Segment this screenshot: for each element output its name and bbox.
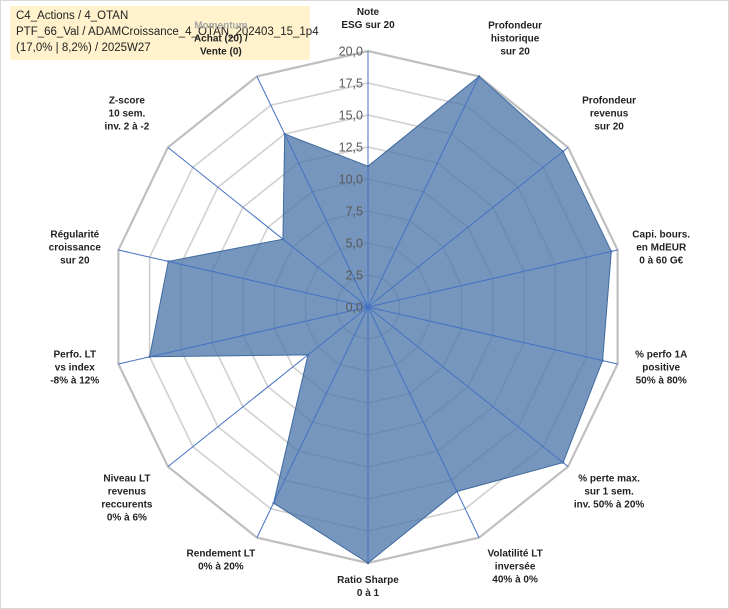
category-label-line: 0% à 20% bbox=[198, 561, 244, 572]
axis-spoke bbox=[367, 306, 569, 467]
category-label-line: Régularité bbox=[50, 229, 99, 240]
category-label-line: Profondeur bbox=[488, 21, 542, 32]
axis-spoke bbox=[118, 306, 369, 365]
tick-label: 10,0 bbox=[339, 173, 363, 187]
title-line-2: PTF_66_Val / ADAMCroissance_4_OTAN_20240… bbox=[16, 26, 319, 38]
tick-label: 12,5 bbox=[339, 141, 363, 155]
category-label-line: historique bbox=[491, 34, 540, 45]
category-label-line: 0% à 6% bbox=[107, 512, 147, 523]
category-label: % perte max. sur 1 sem. inv. 50% à 20% bbox=[574, 473, 645, 510]
category-label-line: -8% à 12% bbox=[50, 376, 99, 387]
axis-spoke bbox=[367, 306, 480, 538]
category-label: Ratio Sharpe 0 à 1 bbox=[337, 575, 399, 599]
tick-label: 7,5 bbox=[346, 205, 363, 219]
axis-spoke bbox=[118, 249, 369, 308]
chart-title-box: C4_Actions / 4_OTAN PTF_66_Val / ADAMCro… bbox=[10, 6, 319, 60]
spoke-layer bbox=[118, 51, 618, 563]
category-label-line: Ratio Sharpe bbox=[337, 575, 399, 586]
tick-label: 17,5 bbox=[339, 77, 363, 91]
category-label: Régularité croissance sur 20 bbox=[49, 229, 102, 266]
category-label: Volatilité LT inversée 40% à 0% bbox=[488, 548, 543, 585]
category-label-line: 0 à 60 G€ bbox=[639, 255, 683, 266]
axis-spoke bbox=[367, 249, 618, 308]
category-label-line: Note bbox=[357, 7, 380, 18]
category-label-line: Perfo. LT bbox=[54, 350, 97, 361]
category-label-line: 50% à 80% bbox=[636, 376, 687, 387]
category-label-line: 40% à 0% bbox=[492, 574, 538, 585]
category-label-line: Capi. bours. bbox=[632, 229, 690, 240]
category-label-line: Rendement LT bbox=[187, 548, 256, 559]
category-label: Rendement LT 0% à 20% bbox=[187, 548, 256, 572]
category-label-line: reccurents bbox=[101, 499, 153, 510]
axis-spoke bbox=[367, 76, 480, 308]
category-label: Perfo. LT vs index -8% à 12% bbox=[50, 350, 99, 387]
category-label-line: sur 20 bbox=[60, 255, 90, 266]
category-label: Profondeur revenus sur 20 bbox=[582, 96, 636, 133]
category-label-line: inversée bbox=[495, 561, 536, 572]
category-label: Capi. bours. en MdEUR 0 à 60 G€ bbox=[632, 229, 690, 266]
category-label-line: en MdEUR bbox=[636, 242, 687, 253]
axis-spoke bbox=[256, 76, 369, 308]
category-label-line: Achat (20) / bbox=[194, 34, 248, 45]
category-label-line: revenus bbox=[590, 109, 629, 120]
tick-label: 5,0 bbox=[346, 237, 363, 251]
category-header: Momentum bbox=[194, 21, 247, 32]
category-label: Z-score 10 sem. inv. 2 à -2 bbox=[104, 96, 149, 133]
category-label-line: ESG sur 20 bbox=[341, 20, 395, 31]
category-label-line: inv. 2 à -2 bbox=[104, 122, 149, 133]
tick-label: 0,0 bbox=[346, 301, 363, 315]
series-layer bbox=[148, 75, 613, 565]
category-label-line: 10 sem. bbox=[109, 109, 146, 120]
tick-label: 15,0 bbox=[339, 109, 363, 123]
category-label-line: Volatilité LT bbox=[488, 548, 543, 559]
tick-label: 20,0 bbox=[339, 45, 363, 59]
category-label: Momentum Achat (20) / Vente (0) bbox=[194, 21, 248, 58]
category-label-line: Niveau LT bbox=[103, 473, 150, 484]
tick-label: 2,5 bbox=[346, 269, 363, 283]
category-label-line: positive bbox=[642, 363, 680, 374]
category-label-line: sur 20 bbox=[500, 47, 530, 58]
axis-spoke bbox=[167, 306, 369, 467]
category-label-line: sur 1 sem. bbox=[584, 486, 634, 497]
category-label: % perfo 1A positive 50% à 80% bbox=[635, 350, 687, 387]
title-line-1: C4_Actions / 4_OTAN bbox=[16, 10, 129, 22]
category-label-line: % perte max. bbox=[578, 473, 640, 484]
category-label-line: % perfo 1A bbox=[635, 350, 687, 361]
axis-spoke bbox=[367, 147, 569, 308]
category-label-line: 0 à 1 bbox=[357, 588, 380, 599]
category-label-line: croissance bbox=[49, 242, 102, 253]
category-label-line: vs index bbox=[55, 363, 95, 374]
category-label: Profondeur historique sur 20 bbox=[488, 21, 542, 58]
category-label-line: Z-score bbox=[109, 96, 146, 107]
axis-spoke bbox=[367, 306, 618, 365]
axis-spoke bbox=[167, 147, 369, 308]
title-line-3: (17,0% | 8,2%) / 2025W27 bbox=[16, 42, 151, 54]
category-label-line: inv. 50% à 20% bbox=[574, 499, 645, 510]
category-label-line: revenus bbox=[108, 486, 147, 497]
label-layer: Note ESG sur 20 Profondeur historique sur 20… bbox=[49, 7, 691, 599]
category-label: Niveau LT revenus reccurents 0% à 6% bbox=[101, 473, 153, 523]
category-label: Note ESG sur 20 bbox=[341, 7, 395, 31]
category-label-line: Vente (0) bbox=[200, 47, 242, 58]
category-label-line: Profondeur bbox=[582, 96, 636, 107]
tick-layer: 0,0 2,5 5,0 7,5 10,0 12,5 15,0 17,5 20,0 bbox=[339, 45, 363, 315]
axis-spoke bbox=[256, 306, 369, 538]
category-label-line: sur 20 bbox=[594, 122, 624, 133]
